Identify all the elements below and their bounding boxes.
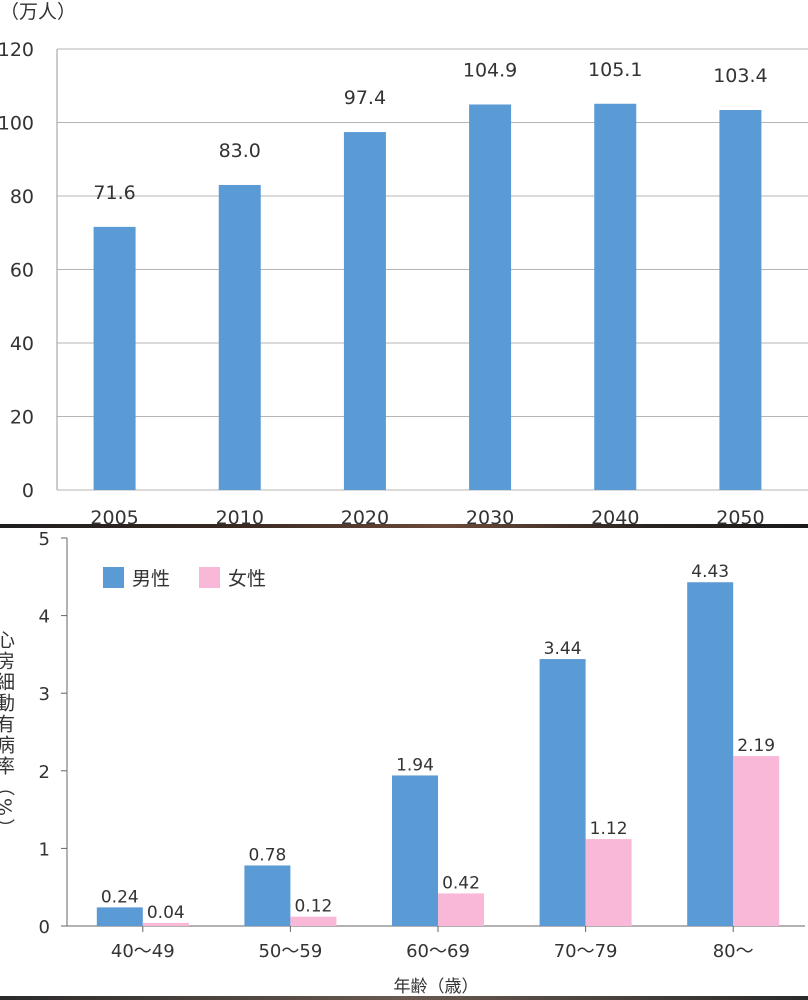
x-tick-label: 70〜79 (554, 941, 618, 962)
y-tick-label: 3 (39, 684, 50, 705)
prevalence-chart: 0 1 2 3 4 5 心房細動有病率（%） 0.24 0.04 40〜49 0.78 0.12 50〜… (0, 529, 805, 997)
bar-value-label: 3.44 (544, 639, 582, 659)
y-tick-label: 5 (39, 529, 50, 550)
x-tick-label: 2020 (341, 507, 389, 529)
bar-value-label: 1.12 (590, 819, 628, 839)
bar-female-0 (142, 922, 189, 926)
legend-swatch-male (103, 567, 124, 588)
bar-male-3 (539, 659, 586, 926)
bar-male-2 (392, 775, 438, 926)
y-tick-label: 0 (39, 917, 50, 938)
bar-value-label: 0.24 (101, 887, 139, 907)
bar-2005 (93, 226, 136, 490)
y-tick-label: 80 (10, 186, 34, 208)
legend-swatch-female (199, 567, 220, 588)
x-tick-label: 80〜 (713, 941, 754, 962)
bar-value-label: 0.78 (248, 845, 286, 865)
bar-male-0 (96, 907, 143, 926)
bar-2010 (218, 184, 261, 490)
y-tick-label: 20 (10, 407, 34, 429)
y-tick-label: 1 (39, 839, 50, 860)
y-tick-label: 2 (39, 762, 50, 783)
bottom-edge (0, 996, 808, 1000)
y-tick-label: 40 (10, 333, 34, 355)
panel-divider (0, 524, 808, 528)
y-axis-unit-label: （万人） (0, 1, 76, 23)
x-tick-label: 2030 (466, 507, 514, 529)
y-tick-label: 4 (39, 607, 50, 628)
bar-value-label: 83.0 (219, 140, 261, 162)
bar-value-label: 71.6 (93, 182, 135, 204)
x-tick-label: 2005 (90, 507, 138, 529)
bar-female-4 (733, 756, 780, 926)
y-tick-label: 100 (0, 113, 34, 135)
bar-value-label: 104.9 (463, 59, 517, 81)
legend-label: 女性 (228, 568, 266, 590)
y-axis-label: 心房細動有病率（%） (0, 630, 15, 839)
bar-value-label: 2.19 (737, 736, 775, 756)
bar-value-label: 0.42 (442, 873, 480, 893)
x-tick-label: 60〜69 (406, 941, 470, 962)
x-tick-label: 2040 (591, 507, 639, 529)
bar-value-label: 0.12 (294, 897, 332, 917)
x-tick-label: 2050 (716, 507, 764, 529)
y-tick-label: 120 (0, 39, 34, 61)
bar-female-1 (290, 916, 337, 926)
bar-value-label: 4.43 (691, 562, 729, 582)
bar-2040 (594, 103, 637, 490)
bar-male-1 (244, 865, 291, 926)
bar-2050 (719, 110, 762, 490)
bar-male-4 (687, 582, 734, 926)
x-tick-label: 40〜49 (111, 941, 175, 962)
bar-2020 (343, 132, 386, 490)
x-tick-label: 50〜59 (258, 941, 322, 962)
bar-value-label: 105.1 (588, 59, 642, 81)
bar-female-2 (438, 893, 484, 926)
bar-value-label: 97.4 (344, 87, 386, 109)
bar-value-label: 0.04 (147, 903, 185, 923)
population-chart: （万人）02040608010012071.6200583.0201097.42… (0, 1, 808, 529)
bar-value-label: 1.94 (396, 755, 434, 775)
y-tick-label: 60 (10, 260, 34, 282)
x-axis-title: 年齢（歳） (394, 977, 479, 997)
y-tick-label: 0 (22, 480, 34, 502)
x-tick-label: 2010 (216, 507, 264, 529)
legend-label: 男性 (132, 568, 170, 590)
bar-female-3 (585, 839, 632, 926)
bar-2030 (469, 104, 512, 491)
bar-value-label: 103.4 (713, 65, 767, 87)
